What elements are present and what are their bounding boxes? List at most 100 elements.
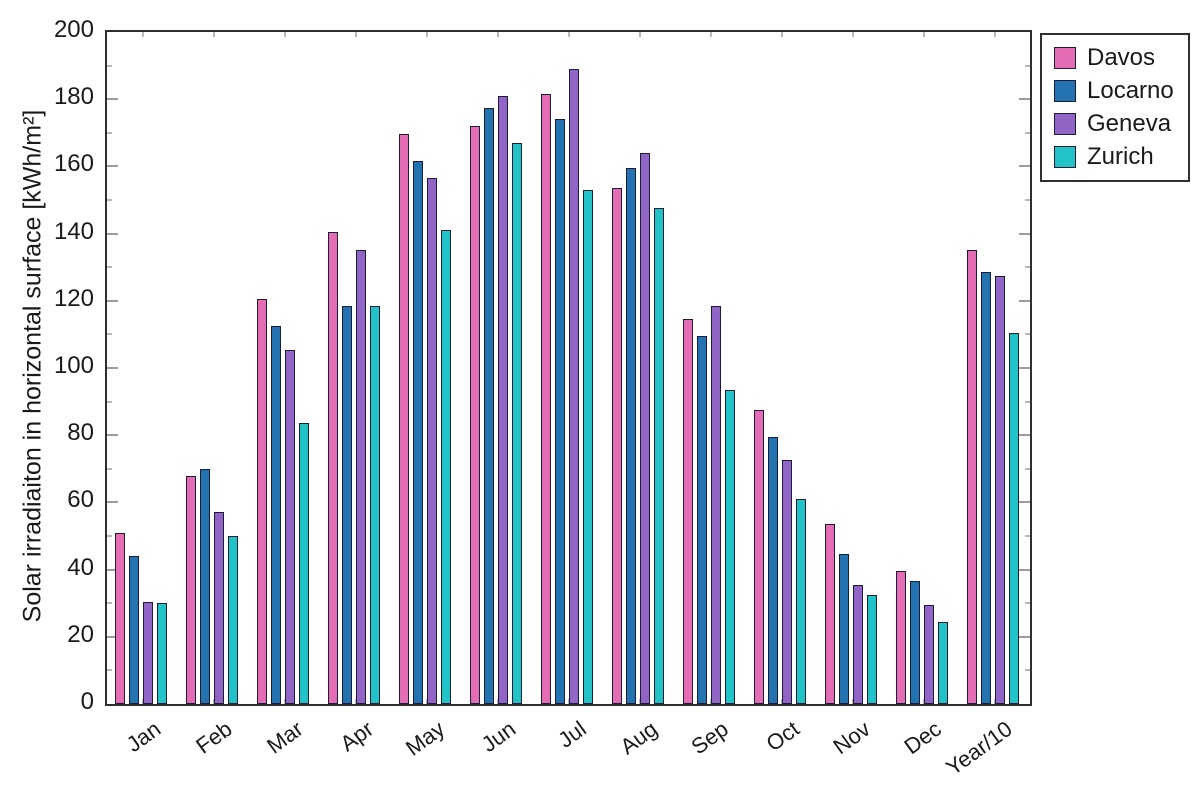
x-axis-label-aug: Aug bbox=[615, 716, 663, 760]
y-tick-right bbox=[1025, 199, 1030, 201]
y-tick-label-200: 200 bbox=[53, 16, 94, 43]
legend-swatch-zurich bbox=[1054, 146, 1076, 168]
y-tick-right bbox=[1025, 602, 1030, 605]
bar-jun-davos bbox=[470, 126, 480, 704]
bar-apr-locarno bbox=[342, 305, 352, 704]
x-tick-bottom bbox=[354, 699, 357, 704]
y-tick-right bbox=[1019, 367, 1030, 369]
legend-label-locarno: Locarno bbox=[1087, 77, 1174, 104]
y-tick-left bbox=[107, 266, 112, 269]
bar-dec-davos bbox=[896, 571, 906, 704]
bar-jun-zurich bbox=[512, 142, 522, 704]
y-tick-left bbox=[107, 64, 112, 67]
bar-mar-geneva bbox=[285, 349, 295, 704]
x-tick-bottom bbox=[922, 699, 925, 704]
y-tick-right bbox=[1025, 333, 1030, 336]
y-tick-label-160: 160 bbox=[53, 150, 94, 178]
bar-mar-davos bbox=[257, 299, 267, 704]
y-tick-left bbox=[107, 602, 112, 605]
bar-apr-zurich bbox=[370, 305, 380, 704]
y-tick-left bbox=[107, 568, 118, 571]
y-tick-right bbox=[1025, 669, 1030, 672]
x-tick-top bbox=[567, 32, 570, 37]
x-axis-label-oct: Oct bbox=[761, 716, 805, 757]
x-tick-top bbox=[638, 32, 641, 37]
bar-year-10-locarno bbox=[981, 272, 991, 704]
x-tick-top bbox=[851, 32, 854, 37]
x-axis-label-jun: Jun bbox=[476, 716, 521, 758]
bar-sep-zurich bbox=[725, 389, 735, 704]
y-tick-left bbox=[107, 98, 118, 101]
bar-jun-geneva bbox=[498, 95, 508, 704]
bar-nov-locarno bbox=[839, 554, 849, 704]
y-tick-right bbox=[1019, 501, 1030, 504]
bar-sep-davos bbox=[683, 319, 693, 704]
legend-label-geneva: Geneva bbox=[1087, 110, 1172, 137]
y-tick-right bbox=[1025, 467, 1030, 470]
y-tick-left bbox=[107, 535, 112, 537]
bar-jun-locarno bbox=[484, 107, 494, 704]
bar-jan-geneva bbox=[143, 601, 153, 704]
x-tick-bottom bbox=[141, 699, 144, 704]
x-axis-label-may: May bbox=[400, 716, 450, 761]
y-tick-label-140: 140 bbox=[53, 217, 94, 245]
bar-jul-zurich bbox=[583, 189, 593, 704]
y-tick-right bbox=[1019, 98, 1030, 101]
y-tick-left bbox=[107, 165, 118, 168]
bar-jan-davos bbox=[115, 532, 125, 704]
bar-nov-zurich bbox=[867, 594, 877, 704]
y-tick-right bbox=[1019, 299, 1030, 302]
bar-jul-davos bbox=[541, 94, 551, 704]
bar-dec-geneva bbox=[924, 604, 934, 704]
bar-jul-geneva bbox=[569, 68, 579, 704]
bar-aug-davos bbox=[612, 188, 622, 704]
bar-feb-locarno bbox=[200, 468, 210, 704]
legend-swatch-locarno bbox=[1054, 80, 1076, 102]
legend-label-davos: Davos bbox=[1087, 44, 1156, 71]
bar-jul-locarno bbox=[555, 119, 565, 704]
bar-oct-davos bbox=[754, 410, 764, 704]
y-tick-left bbox=[107, 669, 112, 672]
y-tick-right bbox=[1025, 535, 1030, 537]
bar-may-locarno bbox=[413, 161, 423, 704]
y-tick-right bbox=[1025, 400, 1030, 403]
bar-aug-zurich bbox=[654, 208, 664, 704]
x-tick-bottom bbox=[780, 699, 783, 704]
x-tick-top bbox=[141, 32, 144, 37]
x-tick-bottom bbox=[851, 699, 854, 704]
y-tick-left bbox=[107, 467, 112, 470]
bar-may-davos bbox=[399, 134, 409, 704]
x-tick-top bbox=[496, 32, 499, 37]
x-axis-label-year-10: Year/10 bbox=[941, 716, 1018, 781]
y-tick-left bbox=[107, 333, 112, 336]
bar-year-10-geneva bbox=[995, 275, 1005, 704]
bar-may-geneva bbox=[427, 178, 437, 704]
x-tick-bottom bbox=[283, 699, 286, 704]
bar-jan-locarno bbox=[129, 556, 139, 704]
y-tick-right bbox=[1019, 568, 1030, 571]
legend-item-zurich: Zurich bbox=[1054, 144, 1174, 170]
y-tick-left bbox=[107, 635, 118, 638]
y-tick-left bbox=[107, 199, 112, 201]
bar-nov-geneva bbox=[853, 584, 863, 704]
y-tick-left bbox=[107, 501, 118, 504]
x-tick-bottom bbox=[425, 699, 428, 704]
y-tick-right bbox=[1025, 266, 1030, 269]
bar-aug-geneva bbox=[640, 152, 650, 704]
x-tick-bottom bbox=[709, 699, 712, 704]
y-tick-right bbox=[1019, 635, 1030, 638]
bar-year-10-davos bbox=[967, 250, 977, 704]
x-axis-label-nov: Nov bbox=[828, 716, 876, 760]
y-tick-right bbox=[1025, 131, 1030, 134]
x-axis-label-jan: Jan bbox=[121, 716, 166, 758]
bar-feb-geneva bbox=[214, 512, 224, 704]
y-tick-left bbox=[107, 232, 118, 235]
legend-item-davos: Davos bbox=[1054, 45, 1174, 71]
legend-item-locarno: Locarno bbox=[1054, 78, 1174, 104]
x-axis-label-apr: Apr bbox=[335, 716, 379, 757]
y-tick-label-100: 100 bbox=[53, 352, 94, 379]
bar-jan-zurich bbox=[157, 603, 167, 704]
y-tick-left bbox=[107, 367, 118, 369]
x-tick-bottom bbox=[567, 699, 570, 704]
